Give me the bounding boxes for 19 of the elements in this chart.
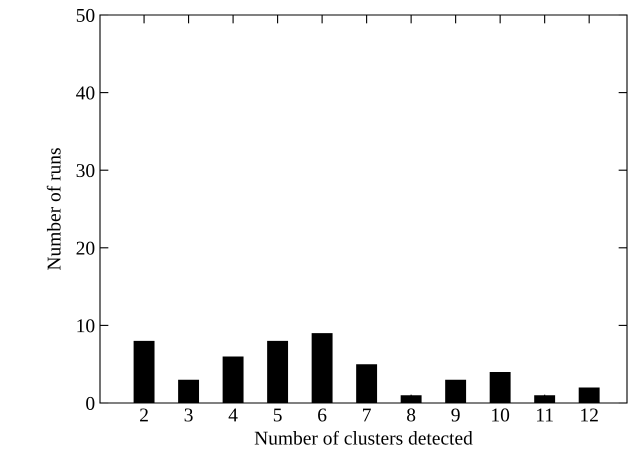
y-tick-label: 30 [76,164,94,178]
x-axis-title: Number of clusters detected [254,430,473,445]
y-tick-label: 0 [86,396,94,410]
y-axis-title: Number of runs [46,148,61,270]
y-tick-label: 10 [77,319,94,332]
x-tick-label: 3 [184,408,193,422]
x-tick-label: 9 [451,408,460,422]
x-tick-label: 6 [318,408,326,422]
x-tick-label: 5 [274,408,282,422]
x-tick-label: 8 [407,408,416,422]
y-tick-label: 40 [76,86,94,100]
x-tick-label: 2 [140,408,148,422]
y-tick-label: 20 [76,242,94,255]
x-tick-label: 12 [581,408,598,422]
x-tick-label: 7 [363,408,371,422]
x-tick-label: 11 [537,408,553,422]
y-tick-label: 50 [76,8,94,22]
x-tick-label: 4 [228,408,238,422]
x-tick-label: 10 [492,408,510,422]
